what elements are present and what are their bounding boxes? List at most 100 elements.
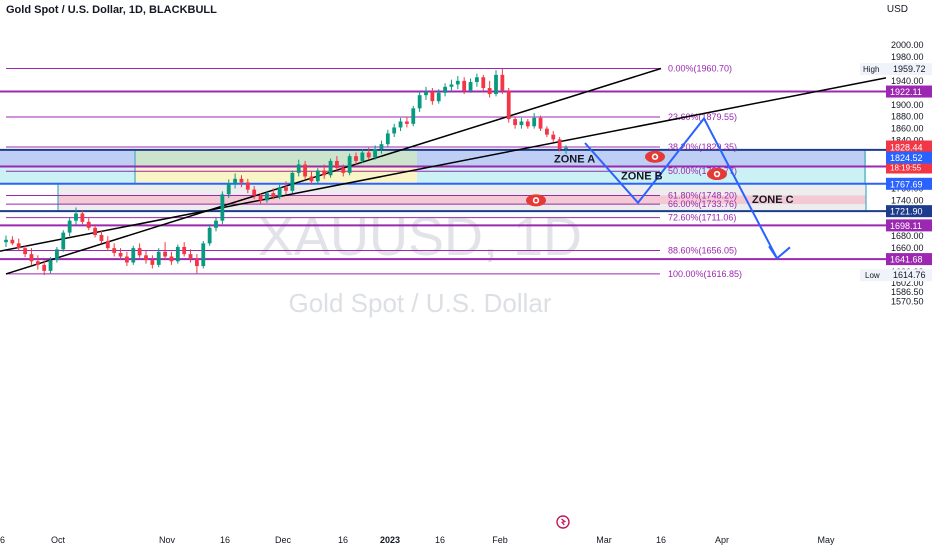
candle-body bbox=[10, 239, 15, 244]
candle-body bbox=[239, 178, 244, 183]
tag-low-label-bg bbox=[860, 269, 886, 282]
x-tick-label: Nov bbox=[159, 535, 176, 545]
zone-a-box bbox=[0, 149, 866, 167]
yellow-box bbox=[135, 166, 417, 184]
plot-background bbox=[0, 0, 886, 550]
zone-c-label: ZONE C bbox=[752, 194, 794, 206]
projection-path bbox=[584, 116, 778, 259]
eye-icon-pupil bbox=[653, 155, 657, 159]
candle-body bbox=[150, 260, 155, 265]
y-tick-label: 1680.00 bbox=[891, 231, 924, 241]
candle-body bbox=[4, 239, 8, 243]
watermark-ticker: XAUUSD, 1D bbox=[258, 207, 582, 267]
x-tick-label: 16 bbox=[656, 535, 666, 545]
x-tick-label: May bbox=[817, 535, 835, 545]
fib-label: 100.00%(1616.85) bbox=[668, 269, 742, 279]
candle-body bbox=[392, 127, 397, 134]
y-tick-label: 1900.00 bbox=[891, 100, 924, 110]
tag-high-label: High bbox=[863, 65, 879, 74]
tag-low-label: Low bbox=[865, 271, 880, 280]
y-tick-label: 1660.00 bbox=[891, 243, 924, 253]
tradingview-logo-icon[interactable] bbox=[556, 515, 570, 529]
candle-body bbox=[564, 147, 568, 149]
tag-current-countdown: 18:19:55 bbox=[890, 164, 922, 173]
candle-body bbox=[455, 80, 460, 85]
currency-label: USD bbox=[886, 4, 908, 15]
candle-body bbox=[67, 220, 72, 233]
fib-label: 61.80%(1748.20) bbox=[668, 190, 737, 200]
candle-body bbox=[74, 213, 78, 221]
candle-body bbox=[424, 91, 428, 96]
candle-body bbox=[360, 152, 365, 161]
trendlines-layer bbox=[0, 67, 887, 275]
candle-body bbox=[137, 248, 142, 256]
tag-blue-text: 1824.52 bbox=[890, 153, 923, 163]
candle-body bbox=[61, 232, 66, 250]
x-tick-label: Dec bbox=[275, 535, 292, 545]
tag-high-value: 1959.72 bbox=[893, 64, 926, 74]
candle-body bbox=[462, 80, 467, 91]
fib-label: 66.00%(1733.76) bbox=[668, 199, 737, 209]
x-tick-label: 6 bbox=[0, 535, 5, 545]
candle-body bbox=[506, 90, 511, 120]
x-axis[interactable]: 6 Oct Nov 16 Dec 16 2023 16 Feb Mar 16 Apr May bbox=[0, 535, 835, 545]
candle-body bbox=[220, 194, 225, 221]
candle-body bbox=[373, 148, 377, 158]
candle-body bbox=[233, 178, 237, 184]
candle-body bbox=[207, 227, 212, 244]
candle-body bbox=[449, 84, 454, 87]
fib-label: 0.00%(1960.70) bbox=[668, 63, 732, 73]
watermark-name: Gold Spot / U.S. Dollar bbox=[289, 288, 552, 318]
candle-body bbox=[315, 170, 320, 182]
candle-body bbox=[252, 189, 257, 196]
candle-body bbox=[277, 187, 282, 197]
candle-body bbox=[29, 254, 34, 262]
candle-body bbox=[519, 121, 524, 126]
y-tick-label: 2000.00 bbox=[891, 40, 924, 50]
candle-body bbox=[347, 156, 352, 173]
candle-body bbox=[131, 248, 136, 263]
tag-1721-90-text: 1721.90 bbox=[890, 207, 923, 217]
candle-body bbox=[99, 235, 104, 241]
price-tags-layer: 1922.111824.541796.551767.691721.901698.… bbox=[860, 63, 932, 282]
candle-body bbox=[48, 260, 53, 271]
candle-body bbox=[494, 74, 498, 94]
x-tick-label: 16 bbox=[435, 535, 445, 545]
candle-body bbox=[398, 121, 403, 128]
candle-body bbox=[226, 183, 231, 195]
candle-body bbox=[175, 246, 180, 262]
tag-1767-69-bg bbox=[886, 177, 932, 190]
eye-icon bbox=[645, 150, 665, 163]
candle-body bbox=[513, 119, 517, 126]
candle-body bbox=[182, 246, 187, 255]
candle-body bbox=[379, 144, 384, 149]
candle-body bbox=[169, 256, 174, 262]
tag-1698-11-bg bbox=[886, 219, 932, 232]
candle-body bbox=[500, 74, 505, 91]
candle-body bbox=[201, 243, 206, 267]
eye-icon-pupil bbox=[715, 172, 719, 176]
fib-label: 50.00%(1788.77) bbox=[668, 166, 737, 176]
candle-body bbox=[487, 88, 492, 94]
candle-body bbox=[366, 152, 371, 158]
fib-label: 88.60%(1656.05) bbox=[668, 246, 737, 256]
candle-body bbox=[328, 160, 333, 176]
y-tick-label: 1740.00 bbox=[891, 195, 924, 205]
candle-body bbox=[195, 258, 199, 267]
candle-body bbox=[354, 156, 358, 161]
candle-body bbox=[23, 248, 27, 255]
x-tick-label: Feb bbox=[492, 535, 508, 545]
candle-body bbox=[538, 117, 543, 129]
candle-body bbox=[341, 168, 346, 173]
tag-1922-11-text: 1922.11 bbox=[890, 87, 922, 97]
candle-body bbox=[188, 254, 193, 259]
candle-body bbox=[443, 86, 447, 93]
candle-body bbox=[411, 108, 416, 124]
y-tick-label: 1570.50 bbox=[891, 297, 924, 307]
y-tick-label: 1980.00 bbox=[891, 52, 924, 62]
candle-body bbox=[525, 121, 530, 127]
candle-body bbox=[258, 195, 263, 201]
candle-body bbox=[385, 133, 390, 145]
